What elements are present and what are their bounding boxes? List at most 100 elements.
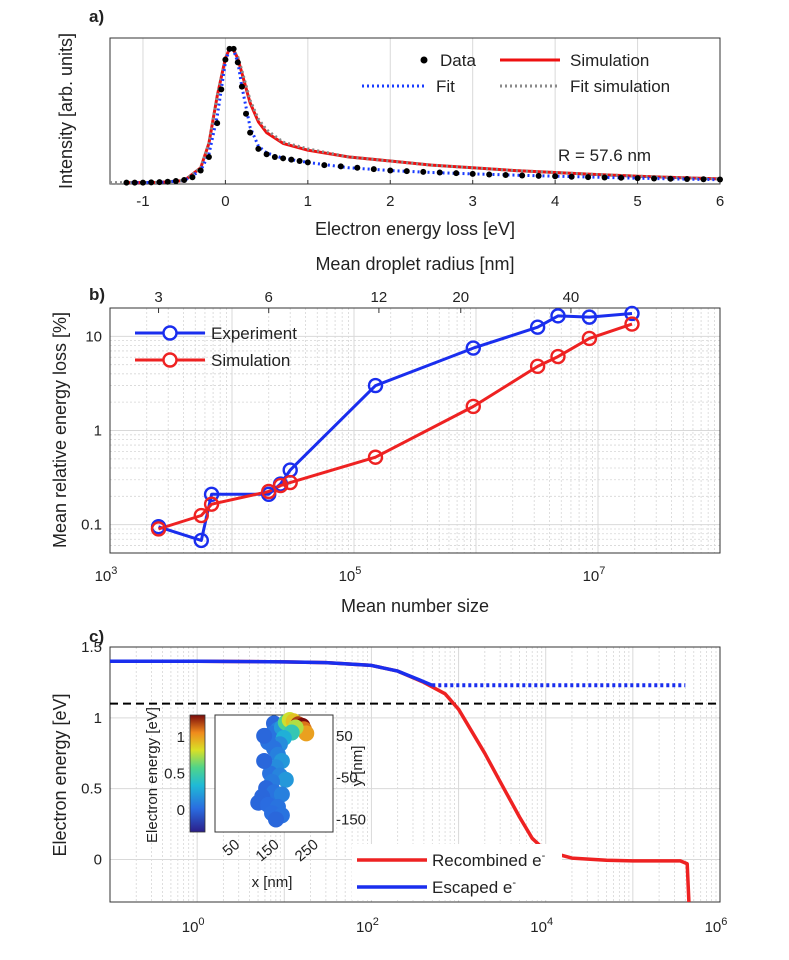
- panel-b-marker-experiment: [550, 308, 566, 324]
- panel-c-line-escaped-e: [110, 659, 433, 687]
- inset-point: [273, 786, 290, 803]
- colorbar-tick-label: 1: [177, 729, 185, 746]
- panel-a-tick-label: 1: [304, 193, 312, 210]
- panel-a-data-point: [243, 110, 250, 117]
- panel-a-data-point: [205, 153, 212, 160]
- panel-b-marker-simulation: [367, 449, 384, 465]
- panel-b-marker-experiment: [624, 305, 640, 322]
- panel-c-ylabel: Electron energy [eV]: [50, 693, 70, 856]
- panel-a-data-point: [420, 168, 427, 175]
- inset-ytick-label: -150: [336, 811, 366, 828]
- panel-a-frame: [109, 37, 721, 185]
- panel-c-frame: [109, 646, 721, 903]
- panel-a-data-point: [717, 176, 723, 183]
- inset-point: [256, 752, 273, 769]
- panel-b: b) Mean droplet radius [nm] 103 105 1070.1…: [50, 254, 721, 616]
- inset-ytick-label: -50: [336, 770, 358, 787]
- inset-xlabel: x [nm]: [252, 874, 293, 891]
- panel-a-data-point: [197, 167, 204, 174]
- inset-point: [277, 771, 294, 788]
- panel-a-data-point: [164, 178, 171, 185]
- panel-c: c) 0 0.5 1 1.5 100 102 104 106 Electron energy …: [50, 627, 727, 936]
- panel-b-xtick-label: 103: [95, 565, 118, 585]
- panel-a-data-point: [618, 174, 625, 181]
- panel-b-legend: Experiment Simulation: [135, 324, 297, 370]
- panel-a-annotation: R = 57.6 nm: [558, 146, 651, 165]
- panel-b-ytick-label: 10: [85, 328, 102, 345]
- panel-b-marker-simulation: [150, 521, 167, 537]
- legend-recombined-label: Recombined e-: [432, 850, 546, 870]
- panel-b-frame: [109, 307, 721, 554]
- panel-a-data-point: [296, 158, 303, 165]
- panel-b-top-xlabel: Mean droplet radius [nm]: [315, 254, 514, 274]
- panel-b-marker-simulation: [261, 483, 277, 500]
- panel-a-data-point: [354, 164, 361, 171]
- panel-b-top-tick-label: 20: [452, 289, 469, 306]
- panel-a-data-point: [651, 175, 658, 182]
- panel-b-top-tick-label: 3: [154, 289, 162, 306]
- inset-colorbar-label: Electron energy [eV]: [144, 707, 161, 843]
- panel-a-data-point: [436, 169, 443, 176]
- panel-a-data-point: [148, 179, 155, 186]
- panel-a-legend: Data Simulation Fit Fit simulation: [362, 51, 670, 96]
- panel-c-ytick-label: 1: [94, 710, 102, 727]
- panel-a-ylabel: Intensity [arb. units]: [56, 33, 76, 189]
- legend-simulation-label: Simulation: [570, 51, 649, 70]
- panel-a-tick-label: 2: [386, 193, 394, 210]
- legend-fit-simulation-label: Fit simulation: [570, 77, 670, 96]
- panel-b-marker-simulation: [465, 398, 481, 415]
- panel-a-data-point: [469, 170, 476, 177]
- inset-point: [256, 727, 273, 744]
- panel-a-data-point: [181, 176, 188, 183]
- panel-a-data-point: [304, 159, 311, 166]
- panel-b-top-tick-label: 40: [563, 289, 580, 306]
- panel-b-xlabel: Mean number size: [341, 596, 489, 616]
- panel-a-data-point: [403, 168, 410, 175]
- panel-a-data-point: [255, 145, 262, 152]
- panel-a-data-point: [172, 178, 179, 185]
- panel-b-top-tick-label: 12: [371, 289, 388, 306]
- panel-a-data-point: [453, 170, 460, 177]
- panel-a-tick-label: -1: [136, 193, 149, 210]
- legend-experiment-label: Experiment: [211, 324, 297, 343]
- panel-b-marker-experiment: [581, 309, 598, 325]
- panel-a-data-point: [370, 166, 377, 173]
- panel-b-marker-simulation: [282, 474, 298, 491]
- panel-a-data-point: [502, 171, 509, 178]
- inset-colorbar: [189, 714, 206, 833]
- panel-a-data-point: [238, 83, 245, 90]
- panel-a-tick-label: 5: [633, 193, 641, 210]
- panel-b-xtick-label: 107: [583, 565, 606, 585]
- panel-a-line-fit-simulation: [110, 47, 721, 185]
- panel-b-line-experiment: [158, 312, 633, 542]
- panel-c-legend: Recombined e- Escaped e-: [352, 844, 562, 900]
- panel-a-tick-label: 6: [716, 193, 724, 210]
- panel-a-tick-label: 4: [551, 193, 559, 210]
- panel-a-data-point: [230, 45, 237, 52]
- panel-a-data-point: [535, 172, 542, 179]
- panel-c-ytick-label: 1.5: [81, 639, 102, 656]
- panel-a-data-point: [222, 56, 229, 63]
- inset-xtick-label: 250: [292, 836, 322, 865]
- inset-point: [267, 811, 284, 828]
- panel-a-data-point: [263, 151, 270, 158]
- panel-c-ytick-label: 0.5: [81, 781, 102, 798]
- legend-simulation-b-marker: [162, 352, 178, 368]
- panel-b-xtick-label: 105: [339, 565, 362, 585]
- panel-c-xtick-label: 100: [182, 916, 205, 936]
- panel-a-data-point: [568, 173, 575, 180]
- panel-c-xtick-label: 104: [530, 916, 553, 936]
- panel-a-data-point: [156, 179, 163, 186]
- legend-data-marker: [420, 56, 428, 64]
- panel-a-data-point: [218, 86, 225, 93]
- panel-a-data-point: [585, 174, 592, 181]
- panel-b-ylabel: Mean relative energy loss [%]: [50, 312, 70, 548]
- panel-a-tick-label: 0: [221, 193, 229, 210]
- panel-a-data-point: [634, 175, 641, 182]
- panel-a-data-point: [214, 120, 221, 127]
- panel-a-data-point: [247, 129, 254, 136]
- panel-a-data-point: [601, 174, 608, 181]
- panel-b-marker-experiment: [529, 319, 546, 335]
- panel-a-data-point: [667, 175, 674, 182]
